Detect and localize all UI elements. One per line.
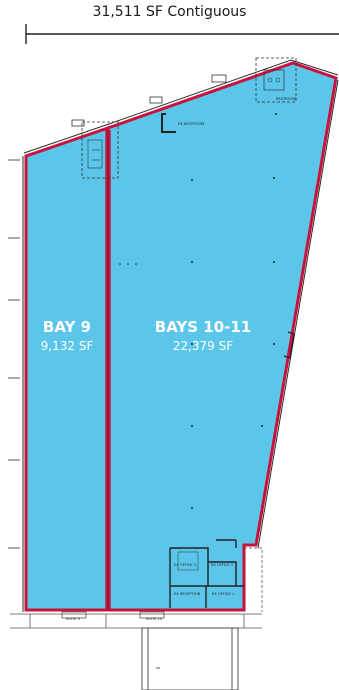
contiguous-area-label: 31,511 SF Contiguous (92, 4, 247, 20)
bay-9-name: BAY 9 (43, 318, 91, 336)
exterior-wall (22, 59, 339, 612)
bays-10-11-name: BAYS 10-11 (155, 318, 251, 336)
office-suite: EX OFFICE 3 EX OFFICE 2 EX RECEPTION EX … (169, 539, 244, 608)
dashed-outline-bottom (244, 547, 263, 612)
bays-10-11-area[interactable] (106, 61, 338, 612)
loading-dock (141, 627, 239, 690)
right-door (283, 331, 295, 359)
bay-9-area-label: 9,132 SF (41, 339, 94, 353)
roof-equipment-marks (71, 74, 227, 127)
bays-10-11-area-label: 22,379 SF (173, 339, 233, 353)
ex-office-1-label: EX OFFICE 1 (212, 592, 234, 596)
ex-office-2-label: EX OFFICE 2 (211, 563, 233, 567)
suite-a-label: SUITE 9 (66, 617, 81, 621)
restroom-label-top: RESTROOM (276, 97, 297, 101)
suite-b-label: SUITE 10 (146, 617, 163, 621)
column-grid (119, 113, 277, 509)
ex-restroom: EX RESTROOM (161, 113, 204, 133)
dimension-line (25, 24, 339, 44)
bay-9-area[interactable] (24, 125, 110, 612)
ex-office-3-label: EX OFFICE 3 (174, 563, 196, 567)
demising-wall (105, 130, 111, 610)
bottom-strip (10, 611, 262, 629)
restroom-cluster-top: RESTROOM (255, 57, 297, 103)
ex-reception-label: EX RECEPTION (174, 592, 201, 596)
utility-cluster-divider (81, 121, 119, 179)
ex-restroom-label: EX RESTROOM (178, 122, 204, 126)
left-exterior-ticks (8, 159, 20, 549)
